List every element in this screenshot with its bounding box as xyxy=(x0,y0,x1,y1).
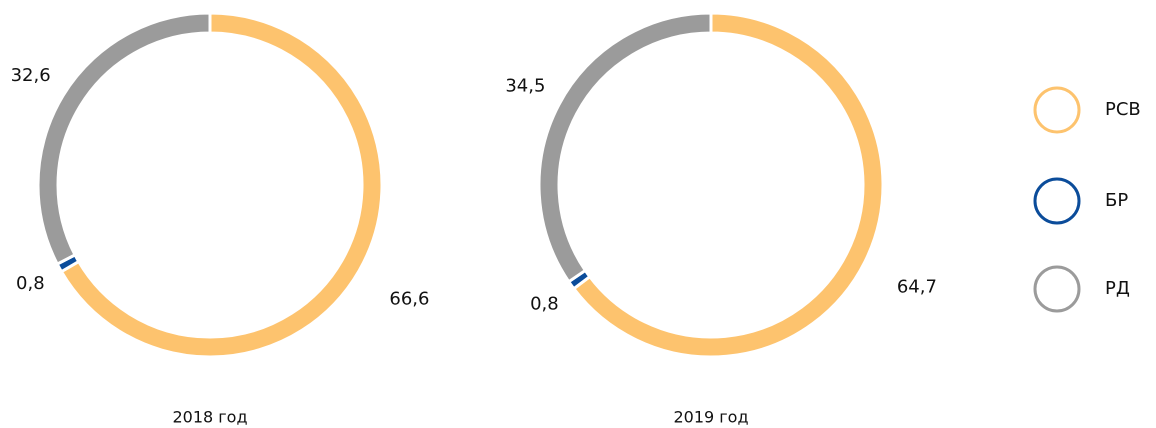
legend-label: РСВ xyxy=(1105,99,1141,120)
value-label: 32,6 xyxy=(11,65,51,86)
value-label: 34,5 xyxy=(505,76,545,97)
legend-swatch xyxy=(1033,177,1081,225)
value-label: 64,7 xyxy=(897,276,937,297)
legend-swatch xyxy=(1033,86,1081,134)
chart-title: 2019 год xyxy=(673,408,748,427)
legend-label: БР xyxy=(1105,190,1128,211)
value-label: 0,8 xyxy=(16,273,45,294)
value-label: 66,6 xyxy=(389,289,429,310)
value-label: 0,8 xyxy=(530,293,559,314)
donut-slice xyxy=(36,11,212,267)
donut-slice xyxy=(537,11,713,284)
legend-swatch xyxy=(1033,265,1081,313)
chart-title: 2018 год xyxy=(172,408,247,427)
legend-label: РД xyxy=(1105,278,1130,299)
